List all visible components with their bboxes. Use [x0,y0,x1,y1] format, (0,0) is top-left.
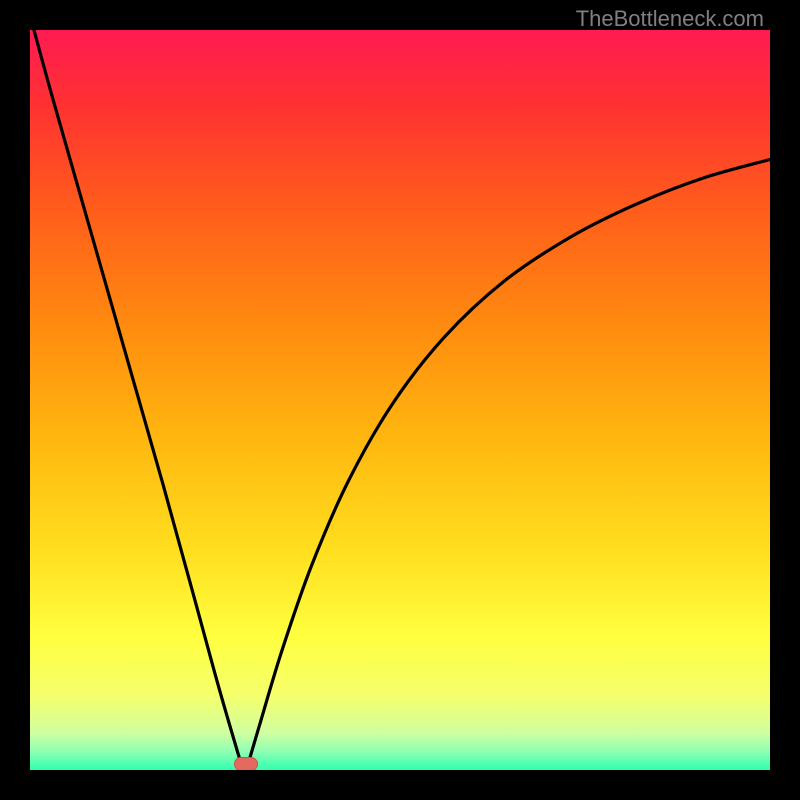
border-left [0,0,30,800]
bottleneck-curve [30,30,770,770]
curve-left-branch [30,30,239,758]
border-right [770,0,800,800]
curve-right-branch [250,160,770,759]
border-bottom [0,770,800,800]
figure: TheBottleneck.com [0,0,800,800]
plot-area [30,30,770,770]
cusp-marker [234,757,258,770]
watermark-text: TheBottleneck.com [576,6,764,32]
